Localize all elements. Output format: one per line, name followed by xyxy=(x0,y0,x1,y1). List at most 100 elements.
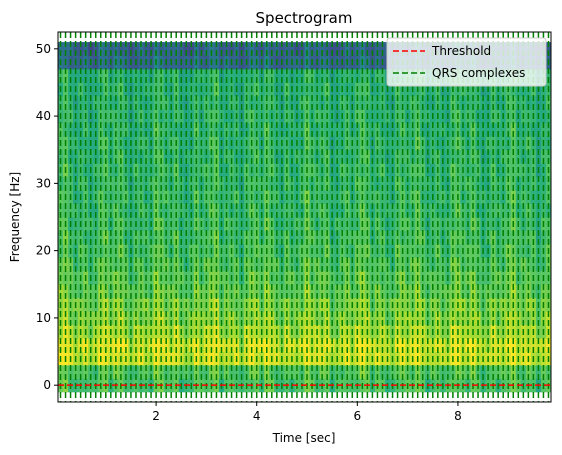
heatmap-cell xyxy=(465,149,471,164)
heatmap-cell xyxy=(93,95,99,110)
heatmap-cell xyxy=(284,42,290,56)
heatmap-cell xyxy=(173,95,180,110)
heatmap-cell xyxy=(178,257,185,272)
heatmap-cell xyxy=(379,203,386,218)
heatmap-cell xyxy=(173,257,180,272)
heatmap-cell xyxy=(505,365,512,379)
heatmap-cell xyxy=(349,257,356,272)
heatmap-cell xyxy=(440,95,446,110)
heatmap-cell xyxy=(294,42,300,56)
heatmap-cell xyxy=(470,230,476,245)
heatmap-cell xyxy=(359,122,366,137)
heatmap-cell xyxy=(93,257,99,272)
heatmap-cell xyxy=(540,284,547,299)
heatmap-cell xyxy=(244,69,250,83)
heatmap-cell xyxy=(329,95,336,110)
heatmap-cell xyxy=(198,230,205,245)
heatmap-cell xyxy=(490,365,497,379)
heatmap-cell xyxy=(73,122,79,137)
heatmap-cell xyxy=(218,338,225,352)
heatmap-cell xyxy=(395,149,401,164)
heatmap-cell xyxy=(455,149,461,164)
heatmap-cell xyxy=(203,257,210,272)
heatmap-cell xyxy=(188,311,195,326)
heatmap-cell xyxy=(495,176,502,191)
heatmap-cell xyxy=(384,311,391,326)
heatmap-cell xyxy=(490,95,497,110)
heatmap-cell xyxy=(93,122,99,137)
heatmap-cell xyxy=(359,176,366,191)
heatmap-cell xyxy=(98,365,104,379)
heatmap-cell xyxy=(193,230,200,245)
heatmap-cell xyxy=(234,365,240,379)
heatmap-cell xyxy=(294,338,300,352)
heatmap-cell xyxy=(465,230,471,245)
heatmap-cell xyxy=(374,338,381,352)
heatmap-cell xyxy=(88,311,94,326)
heatmap-cell xyxy=(123,203,129,218)
heatmap-cell xyxy=(158,95,165,110)
heatmap-cell xyxy=(244,257,250,272)
heatmap-cell xyxy=(193,311,200,326)
heatmap-cell xyxy=(540,176,547,191)
heatmap-cell xyxy=(319,149,326,164)
heatmap-cell xyxy=(208,149,215,164)
heatmap-cell xyxy=(188,338,195,352)
heatmap-cell xyxy=(430,311,436,326)
heatmap-cell xyxy=(490,176,497,191)
heatmap-cell xyxy=(329,257,336,272)
heatmap-cell xyxy=(535,95,542,110)
heatmap-cell xyxy=(369,149,376,164)
heatmap-cell xyxy=(138,69,144,83)
heatmap-cell xyxy=(208,257,215,272)
heatmap-cell xyxy=(83,203,89,218)
heatmap-cell xyxy=(395,203,401,218)
heatmap-cell xyxy=(249,257,255,272)
heatmap-cell xyxy=(299,338,305,352)
heatmap-cell xyxy=(203,69,210,83)
heatmap-cell xyxy=(299,311,305,326)
heatmap-cell xyxy=(390,311,396,326)
heatmap-cell xyxy=(213,176,220,191)
heatmap-cell xyxy=(390,230,396,245)
heatmap-cell xyxy=(324,42,331,56)
heatmap-cell xyxy=(193,338,200,352)
heatmap-cell xyxy=(415,338,421,352)
heatmap-cell xyxy=(334,42,341,56)
heatmap-cell xyxy=(445,122,451,137)
heatmap-cell xyxy=(198,203,205,218)
heatmap-cell xyxy=(173,284,180,299)
heatmap-cell xyxy=(143,176,149,191)
heatmap-cell xyxy=(304,257,310,272)
heatmap-cell xyxy=(304,230,310,245)
heatmap-cell xyxy=(540,338,547,352)
heatmap-cell xyxy=(168,176,175,191)
heatmap-cell xyxy=(143,257,149,272)
heatmap-cell xyxy=(500,311,507,326)
heatmap-cell xyxy=(244,338,250,352)
heatmap-cell xyxy=(289,69,295,83)
heatmap-cell xyxy=(515,284,522,299)
heatmap-cell xyxy=(88,284,94,299)
heatmap-cell xyxy=(63,311,69,326)
heatmap-cell xyxy=(98,230,104,245)
heatmap-cell xyxy=(239,203,245,218)
heatmap-cell xyxy=(410,365,416,379)
heatmap-cell xyxy=(435,365,441,379)
heatmap-cell xyxy=(349,311,356,326)
heatmap-cell xyxy=(410,122,416,137)
heatmap-cell xyxy=(193,122,200,137)
heatmap-cell xyxy=(309,257,315,272)
heatmap-cell xyxy=(168,95,175,110)
heatmap-cell xyxy=(73,257,79,272)
heatmap-cell xyxy=(354,311,361,326)
heatmap-cell xyxy=(324,95,331,110)
heatmap-cell xyxy=(133,284,139,299)
heatmap-cell xyxy=(425,203,431,218)
heatmap-cell xyxy=(198,149,205,164)
heatmap-cell xyxy=(420,338,426,352)
heatmap-cell xyxy=(445,230,451,245)
heatmap-cell xyxy=(535,365,542,379)
heatmap-cell xyxy=(138,149,144,164)
heatmap-cell xyxy=(168,338,175,352)
